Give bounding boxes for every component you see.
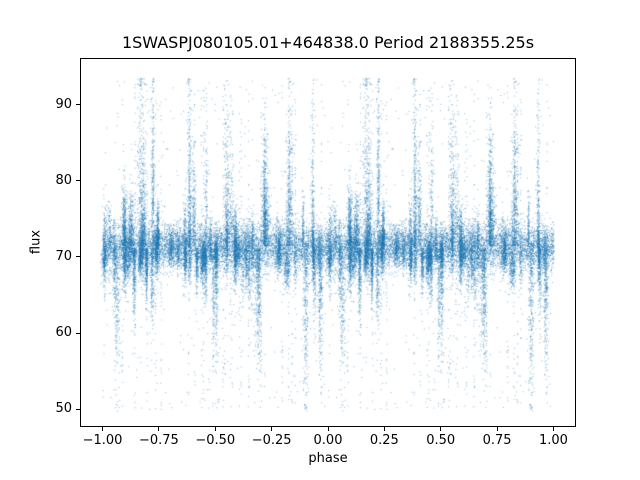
plot-area	[80, 58, 576, 427]
y-tick-mark	[76, 180, 80, 182]
x-tick-label: −0.75	[138, 433, 179, 448]
x-tick-mark	[327, 427, 329, 431]
x-tick-label: −0.50	[195, 433, 236, 448]
scatter-canvas	[80, 58, 576, 427]
x-tick-mark	[440, 427, 442, 431]
y-tick-label: 80	[55, 172, 72, 188]
x-tick-mark	[496, 427, 498, 431]
x-tick-label: 0.75	[482, 433, 512, 448]
x-tick-label: −0.25	[251, 433, 292, 448]
x-tick-mark	[552, 427, 554, 431]
x-tick-label: 1.00	[538, 433, 568, 448]
x-tick-label: 0.50	[426, 433, 456, 448]
x-axis-label: phase	[308, 451, 348, 466]
x-tick-mark	[158, 427, 160, 431]
x-tick-mark	[271, 427, 273, 431]
x-tick-label: 0.00	[313, 433, 343, 448]
x-tick-mark	[102, 427, 104, 431]
plot-title: 1SWASPJ080105.01+464838.0 Period 2188355…	[121, 33, 535, 52]
y-tick-mark	[76, 256, 80, 258]
x-tick-label: 0.25	[369, 433, 399, 448]
y-tick-mark	[76, 408, 80, 410]
x-tick-mark	[214, 427, 216, 431]
x-tick-mark	[383, 427, 385, 431]
y-tick-label: 50	[55, 401, 72, 417]
y-tick-mark	[76, 104, 80, 105]
y-tick-mark	[76, 332, 80, 334]
y-tick-label: 70	[55, 248, 72, 264]
x-tick-label: −1.00	[82, 433, 123, 448]
y-tick-label: 60	[55, 325, 72, 341]
y-tick-label: 90	[55, 96, 72, 112]
